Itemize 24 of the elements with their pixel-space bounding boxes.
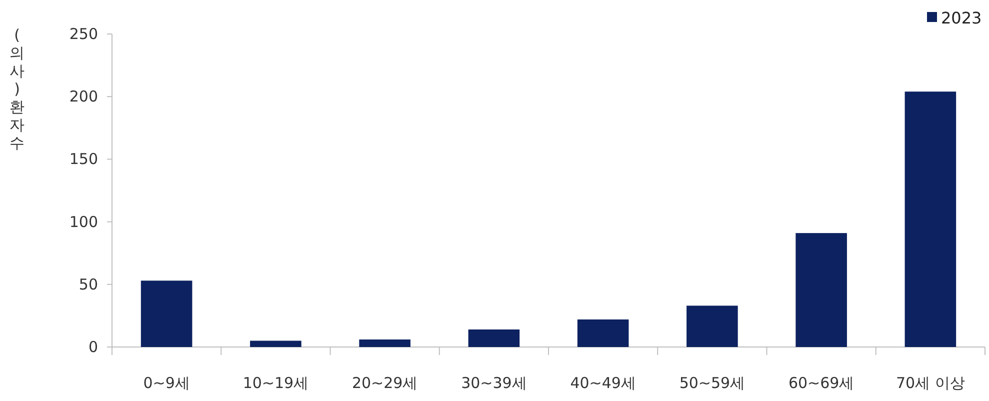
bar: [577, 319, 629, 347]
bar: [140, 280, 192, 347]
y-tick-label: 150: [69, 150, 98, 168]
y-axis-title: (의사)환자수: [10, 26, 24, 152]
y-tick-label: 0: [88, 338, 98, 356]
bar: [796, 233, 847, 347]
legend-label: 2023: [941, 8, 982, 28]
bar: [250, 340, 302, 347]
x-tick-label: 50~59세: [679, 374, 746, 392]
y-tick-label: 250: [69, 25, 98, 43]
x-tick-label: 70세 이상: [896, 374, 965, 392]
y-tick-label: 50: [78, 275, 98, 294]
y-tick-label: 200: [69, 88, 98, 106]
x-tick-label: 0~9세: [143, 374, 190, 392]
bar: [904, 92, 956, 347]
bar: [686, 306, 738, 347]
x-tick-label: 40~49세: [570, 374, 636, 392]
x-tick-label: 20~29세: [352, 374, 418, 392]
y-tick-label: 100: [69, 212, 98, 231]
x-tick-label: 60~69세: [788, 374, 854, 392]
x-tick-label: 10~19세: [242, 374, 309, 392]
bar: [359, 339, 410, 347]
bar: [468, 329, 520, 347]
x-tick-label: 30~39세: [461, 374, 527, 392]
